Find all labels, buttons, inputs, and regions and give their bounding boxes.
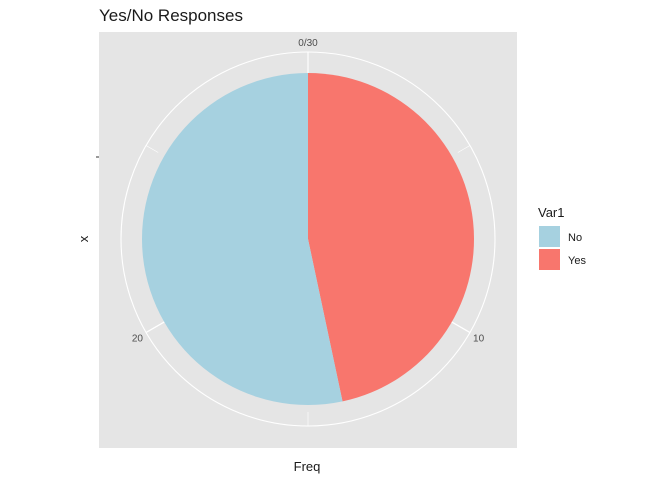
theta-ticks: 0/30 10 20: [132, 38, 485, 345]
theta-tick-label: 10: [473, 334, 485, 345]
legend: Var1 No Yes: [538, 205, 586, 270]
pie-slices: [141, 52, 474, 405]
chart-title: Yes/No Responses: [99, 6, 243, 25]
theta-tick-label: 20: [132, 334, 144, 345]
legend-label-no: No: [568, 232, 582, 244]
legend-title: Var1: [538, 205, 565, 220]
grid-minor-tick: [457, 145, 471, 153]
x-axis-title: Freq: [294, 459, 321, 474]
legend-key-no: [539, 226, 560, 247]
theta-tick-label: 0/30: [298, 38, 318, 49]
legend-label-yes: Yes: [568, 255, 586, 267]
grid-spoke-outer: [145, 321, 165, 333]
pie-slice-yes: [308, 73, 474, 402]
grid-spoke-outer: [451, 321, 471, 333]
y-axis-title: x: [76, 235, 91, 242]
grid-minor-tick: [145, 145, 159, 153]
pie-slice-no: [141, 73, 343, 405]
legend-key-yes: [539, 249, 560, 270]
